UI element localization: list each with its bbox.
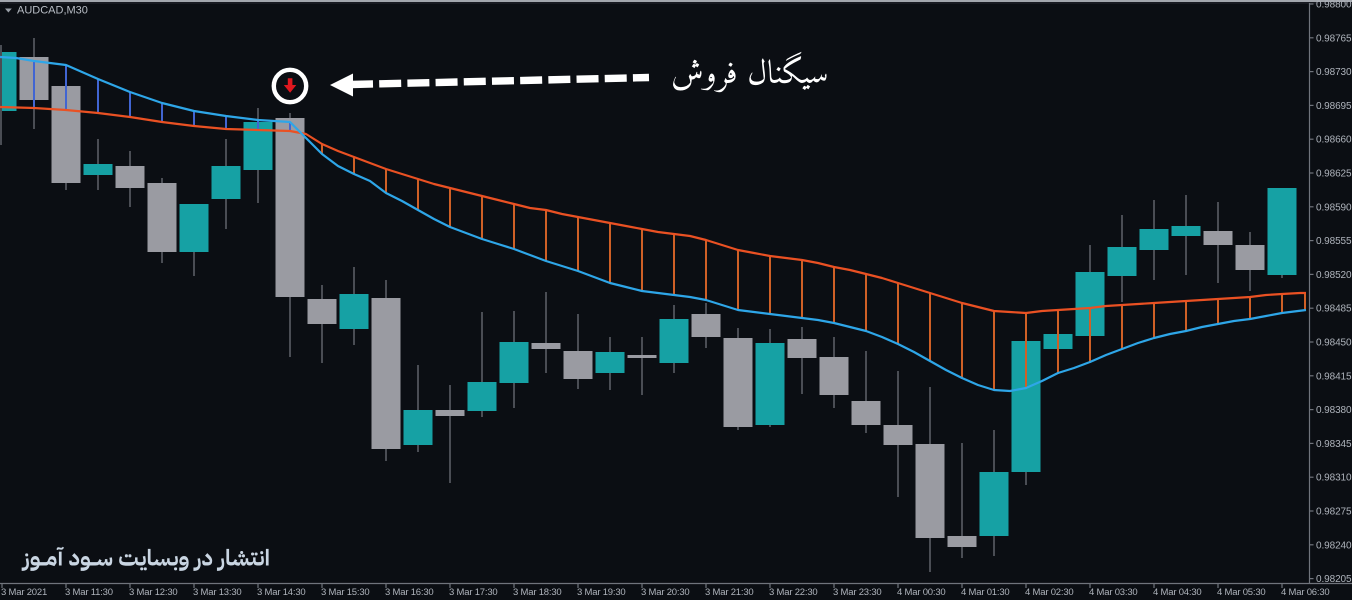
- svg-text:4 Mar 00:30: 4 Mar 00:30: [897, 587, 946, 598]
- svg-text:0.98310: 0.98310: [1316, 473, 1352, 484]
- svg-text:3 Mar 2021: 3 Mar 2021: [1, 587, 47, 598]
- svg-text:3 Mar 18:30: 3 Mar 18:30: [513, 587, 562, 598]
- svg-text:3 Mar 19:30: 3 Mar 19:30: [577, 587, 626, 598]
- svg-text:0.98485: 0.98485: [1316, 304, 1352, 315]
- svg-text:3 Mar 16:30: 3 Mar 16:30: [385, 587, 434, 598]
- svg-text:3 Mar 12:30: 3 Mar 12:30: [129, 587, 178, 598]
- svg-text:0.98695: 0.98695: [1316, 101, 1352, 112]
- svg-text:0.98625: 0.98625: [1316, 169, 1352, 180]
- svg-text:4 Mar 01:30: 4 Mar 01:30: [961, 587, 1010, 598]
- svg-text:3 Mar 14:30: 3 Mar 14:30: [257, 587, 306, 598]
- svg-text:0.98520: 0.98520: [1316, 270, 1352, 281]
- svg-text:3 Mar 22:30: 3 Mar 22:30: [769, 587, 818, 598]
- svg-text:0.98660: 0.98660: [1316, 135, 1352, 146]
- svg-text:0.98240: 0.98240: [1316, 540, 1352, 551]
- svg-text:0.98345: 0.98345: [1316, 439, 1352, 450]
- svg-text:0.98205: 0.98205: [1316, 574, 1352, 585]
- svg-text:4 Mar 05:30: 4 Mar 05:30: [1217, 587, 1266, 598]
- svg-text:3 Mar 17:30: 3 Mar 17:30: [449, 587, 498, 598]
- svg-text:3 Mar 13:30: 3 Mar 13:30: [193, 587, 242, 598]
- svg-text:3 Mar 23:30: 3 Mar 23:30: [833, 587, 882, 598]
- svg-text:4 Mar 06:30: 4 Mar 06:30: [1281, 587, 1330, 598]
- svg-text:3 Mar 21:30: 3 Mar 21:30: [705, 587, 754, 598]
- svg-text:3 Mar 15:30: 3 Mar 15:30: [321, 587, 370, 598]
- svg-text:0.98765: 0.98765: [1316, 33, 1352, 44]
- svg-text:4 Mar 04:30: 4 Mar 04:30: [1153, 587, 1202, 598]
- svg-text:3 Mar 11:30: 3 Mar 11:30: [65, 587, 113, 598]
- svg-text:0.98450: 0.98450: [1316, 338, 1352, 349]
- svg-text:0.98275: 0.98275: [1316, 507, 1352, 518]
- svg-text:0.98415: 0.98415: [1316, 371, 1352, 382]
- svg-text:4 Mar 02:30: 4 Mar 02:30: [1025, 587, 1074, 598]
- svg-text:0.98555: 0.98555: [1316, 236, 1352, 247]
- svg-text:0.98380: 0.98380: [1316, 405, 1352, 416]
- svg-text:0.98800: 0.98800: [1316, 0, 1352, 11]
- svg-text:3 Mar 20:30: 3 Mar 20:30: [641, 587, 690, 598]
- svg-text:AUDCAD,M30: AUDCAD,M30: [17, 5, 88, 17]
- svg-text:4 Mar 03:30: 4 Mar 03:30: [1089, 587, 1138, 598]
- svg-text:0.98730: 0.98730: [1316, 67, 1352, 78]
- svg-text:0.98590: 0.98590: [1316, 202, 1352, 213]
